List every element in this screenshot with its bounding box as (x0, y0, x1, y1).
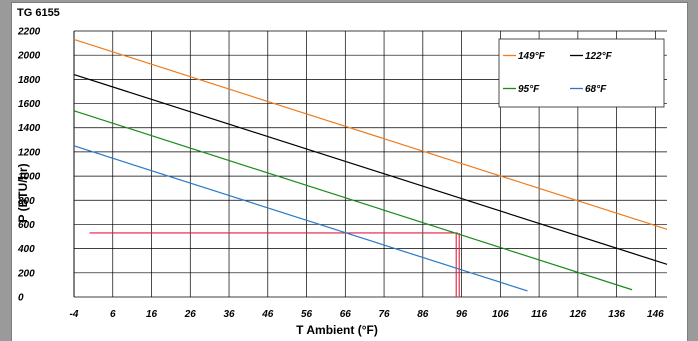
series-line (73, 73, 668, 265)
y-tick-label: 1200 (18, 147, 41, 158)
y-tick-label: 400 (17, 244, 35, 255)
legend-label: 95°F (518, 84, 540, 95)
grid (73, 30, 667, 298)
x-tick-label: 36 (223, 309, 235, 320)
x-tick-labels: -4 6 16 26 36 46 56 66 76 86 96 106 116 126 136 146 (70, 309, 665, 320)
chart-frame: TG 6155 0 200 400 600 800 1000 1200 1400 1600 180… (12, 3, 687, 341)
y-tick-label: 2200 (17, 27, 41, 38)
chart-title: TG 6155 (17, 7, 60, 19)
x-tick-label: 146 (647, 309, 664, 320)
legend-label: 149°F (518, 51, 546, 62)
y-tick-label: 2000 (17, 51, 41, 62)
x-tick-label: 26 (184, 309, 197, 320)
series-lines (73, 38, 668, 292)
legend: 149°F 122°F 95°F 68°F (498, 38, 665, 108)
legend-label: 68°F (585, 84, 607, 95)
y-tick-labels: 0 200 400 600 800 1000 1200 1400 1600 1800 2000 220… (17, 27, 41, 304)
y-tick-label: 600 (18, 220, 35, 231)
x-tick-label: 106 (492, 309, 509, 320)
x-tick-label: 96 (456, 309, 468, 320)
x-tick-label: 6 (110, 309, 116, 320)
x-tick-label: 56 (301, 309, 313, 320)
chart-svg: TG 6155 0 200 400 600 800 1000 1200 1400 1600 180… (16, 7, 668, 337)
x-tick-label: 116 (531, 309, 547, 320)
y-axis-label: P (BTU/hr) (16, 163, 30, 222)
y-tick-label: 1800 (18, 75, 41, 86)
series-line (73, 110, 633, 291)
x-tick-label: 126 (570, 309, 587, 320)
series-line (73, 38, 668, 230)
x-tick-label: 76 (379, 309, 391, 320)
x-tick-label: 16 (146, 309, 158, 320)
x-tick-label: -4 (70, 309, 79, 320)
legend-box (498, 38, 665, 108)
x-tick-label: 46 (261, 309, 274, 320)
x-axis-label: T Ambient (°F) (296, 323, 378, 337)
legend-label: 122°F (585, 51, 613, 62)
series-line (73, 145, 528, 292)
x-tick-label: 136 (608, 309, 625, 320)
y-tick-label: 0 (18, 293, 24, 304)
y-tick-label: 200 (17, 268, 35, 279)
x-tick-label: 66 (340, 309, 352, 320)
annotation-lines (89, 232, 460, 297)
x-tick-label: 86 (417, 309, 429, 320)
y-tick-label: 800 (18, 196, 35, 207)
y-tick-label: 1400 (18, 123, 41, 134)
y-tick-label: 1600 (18, 99, 41, 110)
y-tick-label: 1000 (18, 172, 41, 183)
